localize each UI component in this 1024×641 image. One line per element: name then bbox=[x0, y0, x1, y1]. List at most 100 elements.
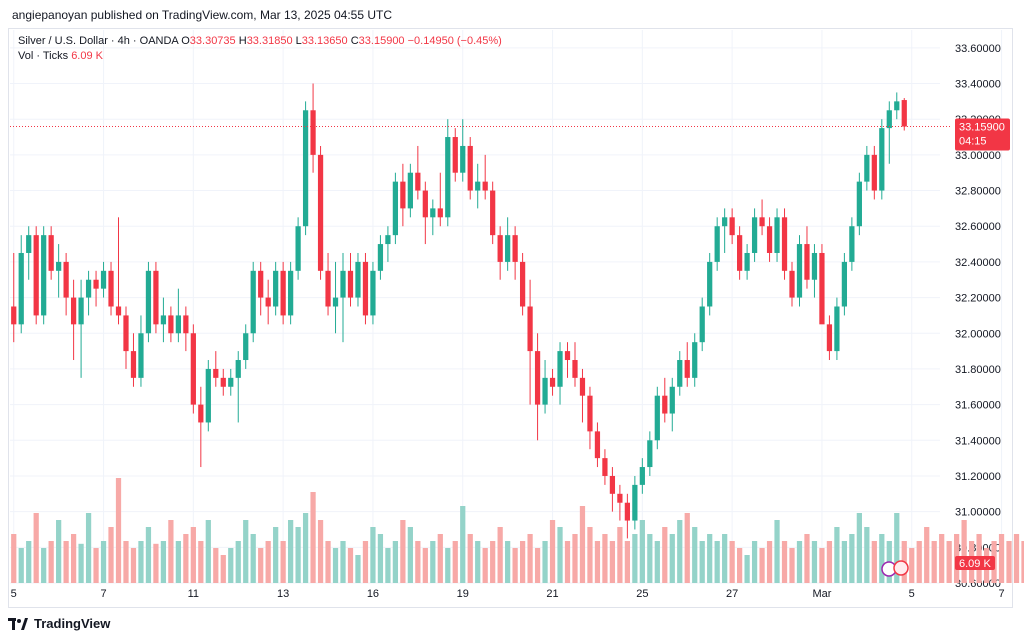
candle-body bbox=[714, 226, 720, 262]
volume-bar bbox=[123, 541, 129, 583]
x-tick-label: 5 bbox=[11, 588, 17, 600]
volume-bar bbox=[18, 548, 24, 583]
volume-bar bbox=[41, 548, 47, 583]
y-tick-label: 31.80000 bbox=[955, 364, 1001, 376]
x-tick-label: Mar bbox=[812, 588, 831, 600]
volume-bar bbox=[624, 541, 630, 583]
y-tick-label: 31.40000 bbox=[955, 435, 1001, 447]
volume-bar bbox=[460, 506, 466, 583]
chart-area[interactable] bbox=[8, 28, 1013, 608]
volume-bar bbox=[265, 541, 271, 583]
volume-bar bbox=[258, 548, 264, 583]
volume-bar bbox=[108, 527, 114, 583]
volume-bar bbox=[190, 527, 196, 583]
candle-body bbox=[295, 226, 301, 271]
volume-tag-value: 6.09 K bbox=[959, 558, 991, 570]
volume-label[interactable]: Vol · Ticks bbox=[18, 50, 69, 62]
candle-body bbox=[302, 110, 309, 227]
volume-bar bbox=[744, 555, 750, 583]
us-flag-icon bbox=[893, 560, 909, 576]
symbol-title[interactable]: Silver / U.S. Dollar · 4h · OANDA bbox=[18, 35, 179, 47]
candle-body bbox=[512, 235, 518, 262]
candle-body bbox=[115, 306, 122, 316]
y-tick-label: 31.00000 bbox=[955, 507, 1001, 519]
volume-bar bbox=[452, 541, 458, 583]
candle-body bbox=[153, 270, 159, 325]
volume-bar bbox=[310, 492, 316, 583]
candle-body bbox=[901, 100, 907, 127]
y-tick-label: 33.60000 bbox=[955, 43, 1001, 55]
candle-body bbox=[85, 279, 92, 298]
price-tag-value: 33.15900 bbox=[959, 122, 1005, 134]
candle-body bbox=[452, 137, 458, 173]
volume-bar bbox=[572, 534, 578, 583]
volume-bar bbox=[609, 541, 616, 583]
candle-body bbox=[445, 137, 451, 218]
candle-body bbox=[18, 252, 24, 325]
volume-bar bbox=[497, 527, 503, 583]
volume-bar bbox=[804, 534, 810, 583]
x-tick-label: 16 bbox=[367, 588, 379, 600]
candle-body bbox=[482, 181, 488, 191]
volume-value: 6.09 K bbox=[71, 50, 103, 62]
candle-body bbox=[48, 235, 54, 271]
candle-body bbox=[475, 181, 481, 191]
candle-body bbox=[647, 440, 653, 468]
candle-body bbox=[490, 190, 496, 236]
volume-bar bbox=[834, 527, 840, 583]
volume-bar bbox=[115, 478, 122, 583]
volume-bar bbox=[235, 541, 241, 583]
volume-bar bbox=[662, 527, 668, 583]
volume-bar bbox=[26, 541, 32, 583]
volume-bar bbox=[243, 520, 249, 583]
volume-bar bbox=[751, 541, 758, 583]
volume-bar bbox=[437, 534, 443, 583]
volume-bar bbox=[871, 541, 877, 583]
candle-body bbox=[220, 377, 226, 387]
candle-body bbox=[415, 172, 421, 191]
volume-bar bbox=[796, 541, 803, 583]
candle-body bbox=[235, 360, 241, 378]
candle-body bbox=[340, 270, 346, 298]
candle-body bbox=[617, 493, 623, 503]
candle-body bbox=[572, 360, 578, 378]
volume-bar bbox=[377, 534, 384, 583]
volume-bar bbox=[430, 541, 436, 583]
volume-bar bbox=[385, 548, 391, 583]
volume-bar bbox=[48, 541, 54, 583]
volume-bar bbox=[56, 520, 62, 583]
candle-body bbox=[130, 351, 137, 378]
volume-bar bbox=[317, 520, 324, 583]
candle-body bbox=[183, 315, 189, 334]
volume-bar bbox=[302, 513, 309, 583]
y-tick-label: 31.60000 bbox=[955, 400, 1001, 412]
candle-body bbox=[213, 368, 219, 378]
volume-bar bbox=[332, 548, 339, 583]
volume-bar bbox=[11, 534, 17, 583]
high-label: H bbox=[238, 35, 247, 47]
candle-body bbox=[639, 467, 645, 485]
volume-bar bbox=[669, 534, 675, 583]
candle-body bbox=[549, 377, 556, 387]
candle-body bbox=[796, 244, 803, 298]
x-tick-label: 21 bbox=[546, 588, 558, 600]
volume-bar bbox=[100, 541, 107, 583]
candle-body bbox=[377, 244, 384, 271]
candle-body bbox=[707, 261, 713, 307]
volume-bar bbox=[130, 548, 137, 583]
candle-body bbox=[819, 252, 825, 325]
candle-body bbox=[347, 270, 354, 298]
candle-body bbox=[93, 279, 99, 289]
candle-body bbox=[56, 261, 62, 271]
x-tick-label: 7 bbox=[998, 588, 1004, 600]
tradingview-logo-icon bbox=[8, 617, 28, 630]
volume-bar bbox=[632, 534, 638, 583]
volume-bar bbox=[340, 541, 346, 583]
candle-body bbox=[325, 270, 331, 307]
volume-bar bbox=[931, 541, 937, 583]
candle-body bbox=[594, 431, 601, 459]
volume-bar bbox=[759, 548, 765, 583]
candle-body bbox=[385, 235, 391, 245]
tradingview-footer[interactable]: TradingView bbox=[8, 616, 110, 631]
